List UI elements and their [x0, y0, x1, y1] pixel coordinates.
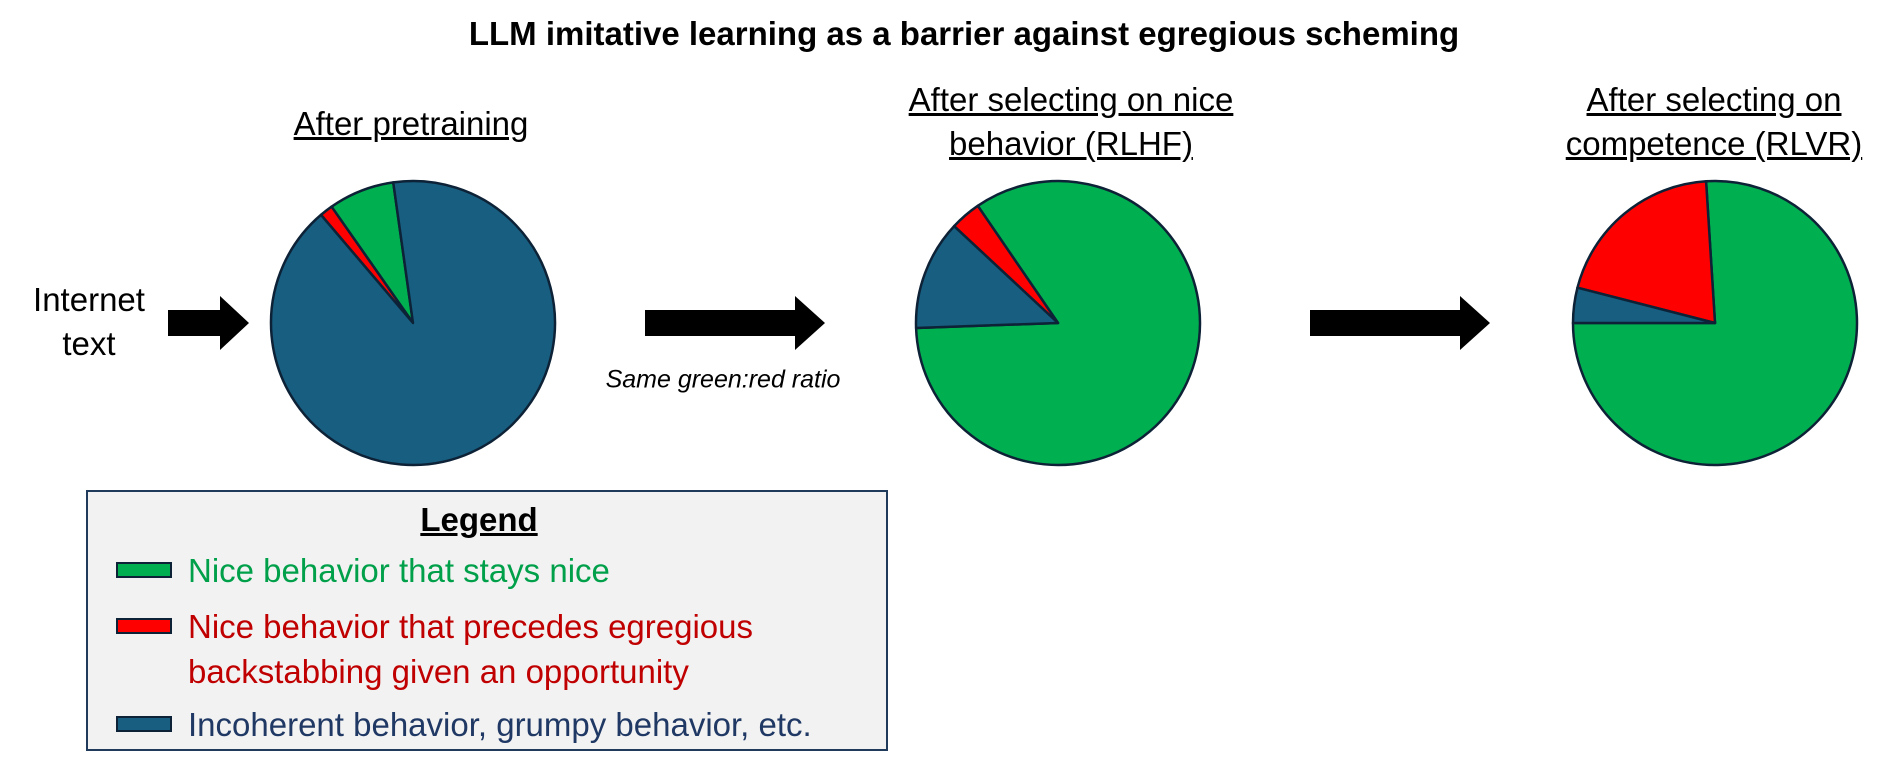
- pie-title: After selecting on competence (RLVR): [1565, 81, 1863, 162]
- pie-slice: [1571, 286, 1717, 325]
- input-label: Internet text: [33, 281, 145, 362]
- pie-slice: [914, 224, 1060, 330]
- arrow: [1310, 296, 1490, 350]
- pie-slice: [269, 179, 557, 467]
- legend-swatch: [116, 618, 172, 634]
- legend-item: Nice behavior that stays nice: [188, 552, 610, 589]
- pie-title: After pretraining: [293, 105, 529, 142]
- legend-item: Incoherent behavior, grumpy behavior, et…: [188, 706, 812, 743]
- arrow: [645, 296, 825, 350]
- title: LLM imitative learning as a barrier agai…: [468, 15, 1460, 52]
- legend-item: Nice behavior that precedes egregious ba…: [188, 608, 754, 690]
- arrow: [168, 296, 249, 350]
- legend-title: Legend: [420, 501, 538, 538]
- pie-slice: [1571, 179, 1859, 467]
- legend-swatch: [116, 562, 172, 578]
- legend-swatch: [116, 716, 172, 732]
- pie-slice: [1576, 180, 1717, 325]
- pie-title: After selecting on nice behavior (RLHF): [908, 81, 1234, 162]
- legend: Legend Nice behavior that stays nice Nice…: [86, 490, 888, 751]
- arrows: [168, 296, 1490, 350]
- note: Same green:red ratio: [605, 365, 841, 394]
